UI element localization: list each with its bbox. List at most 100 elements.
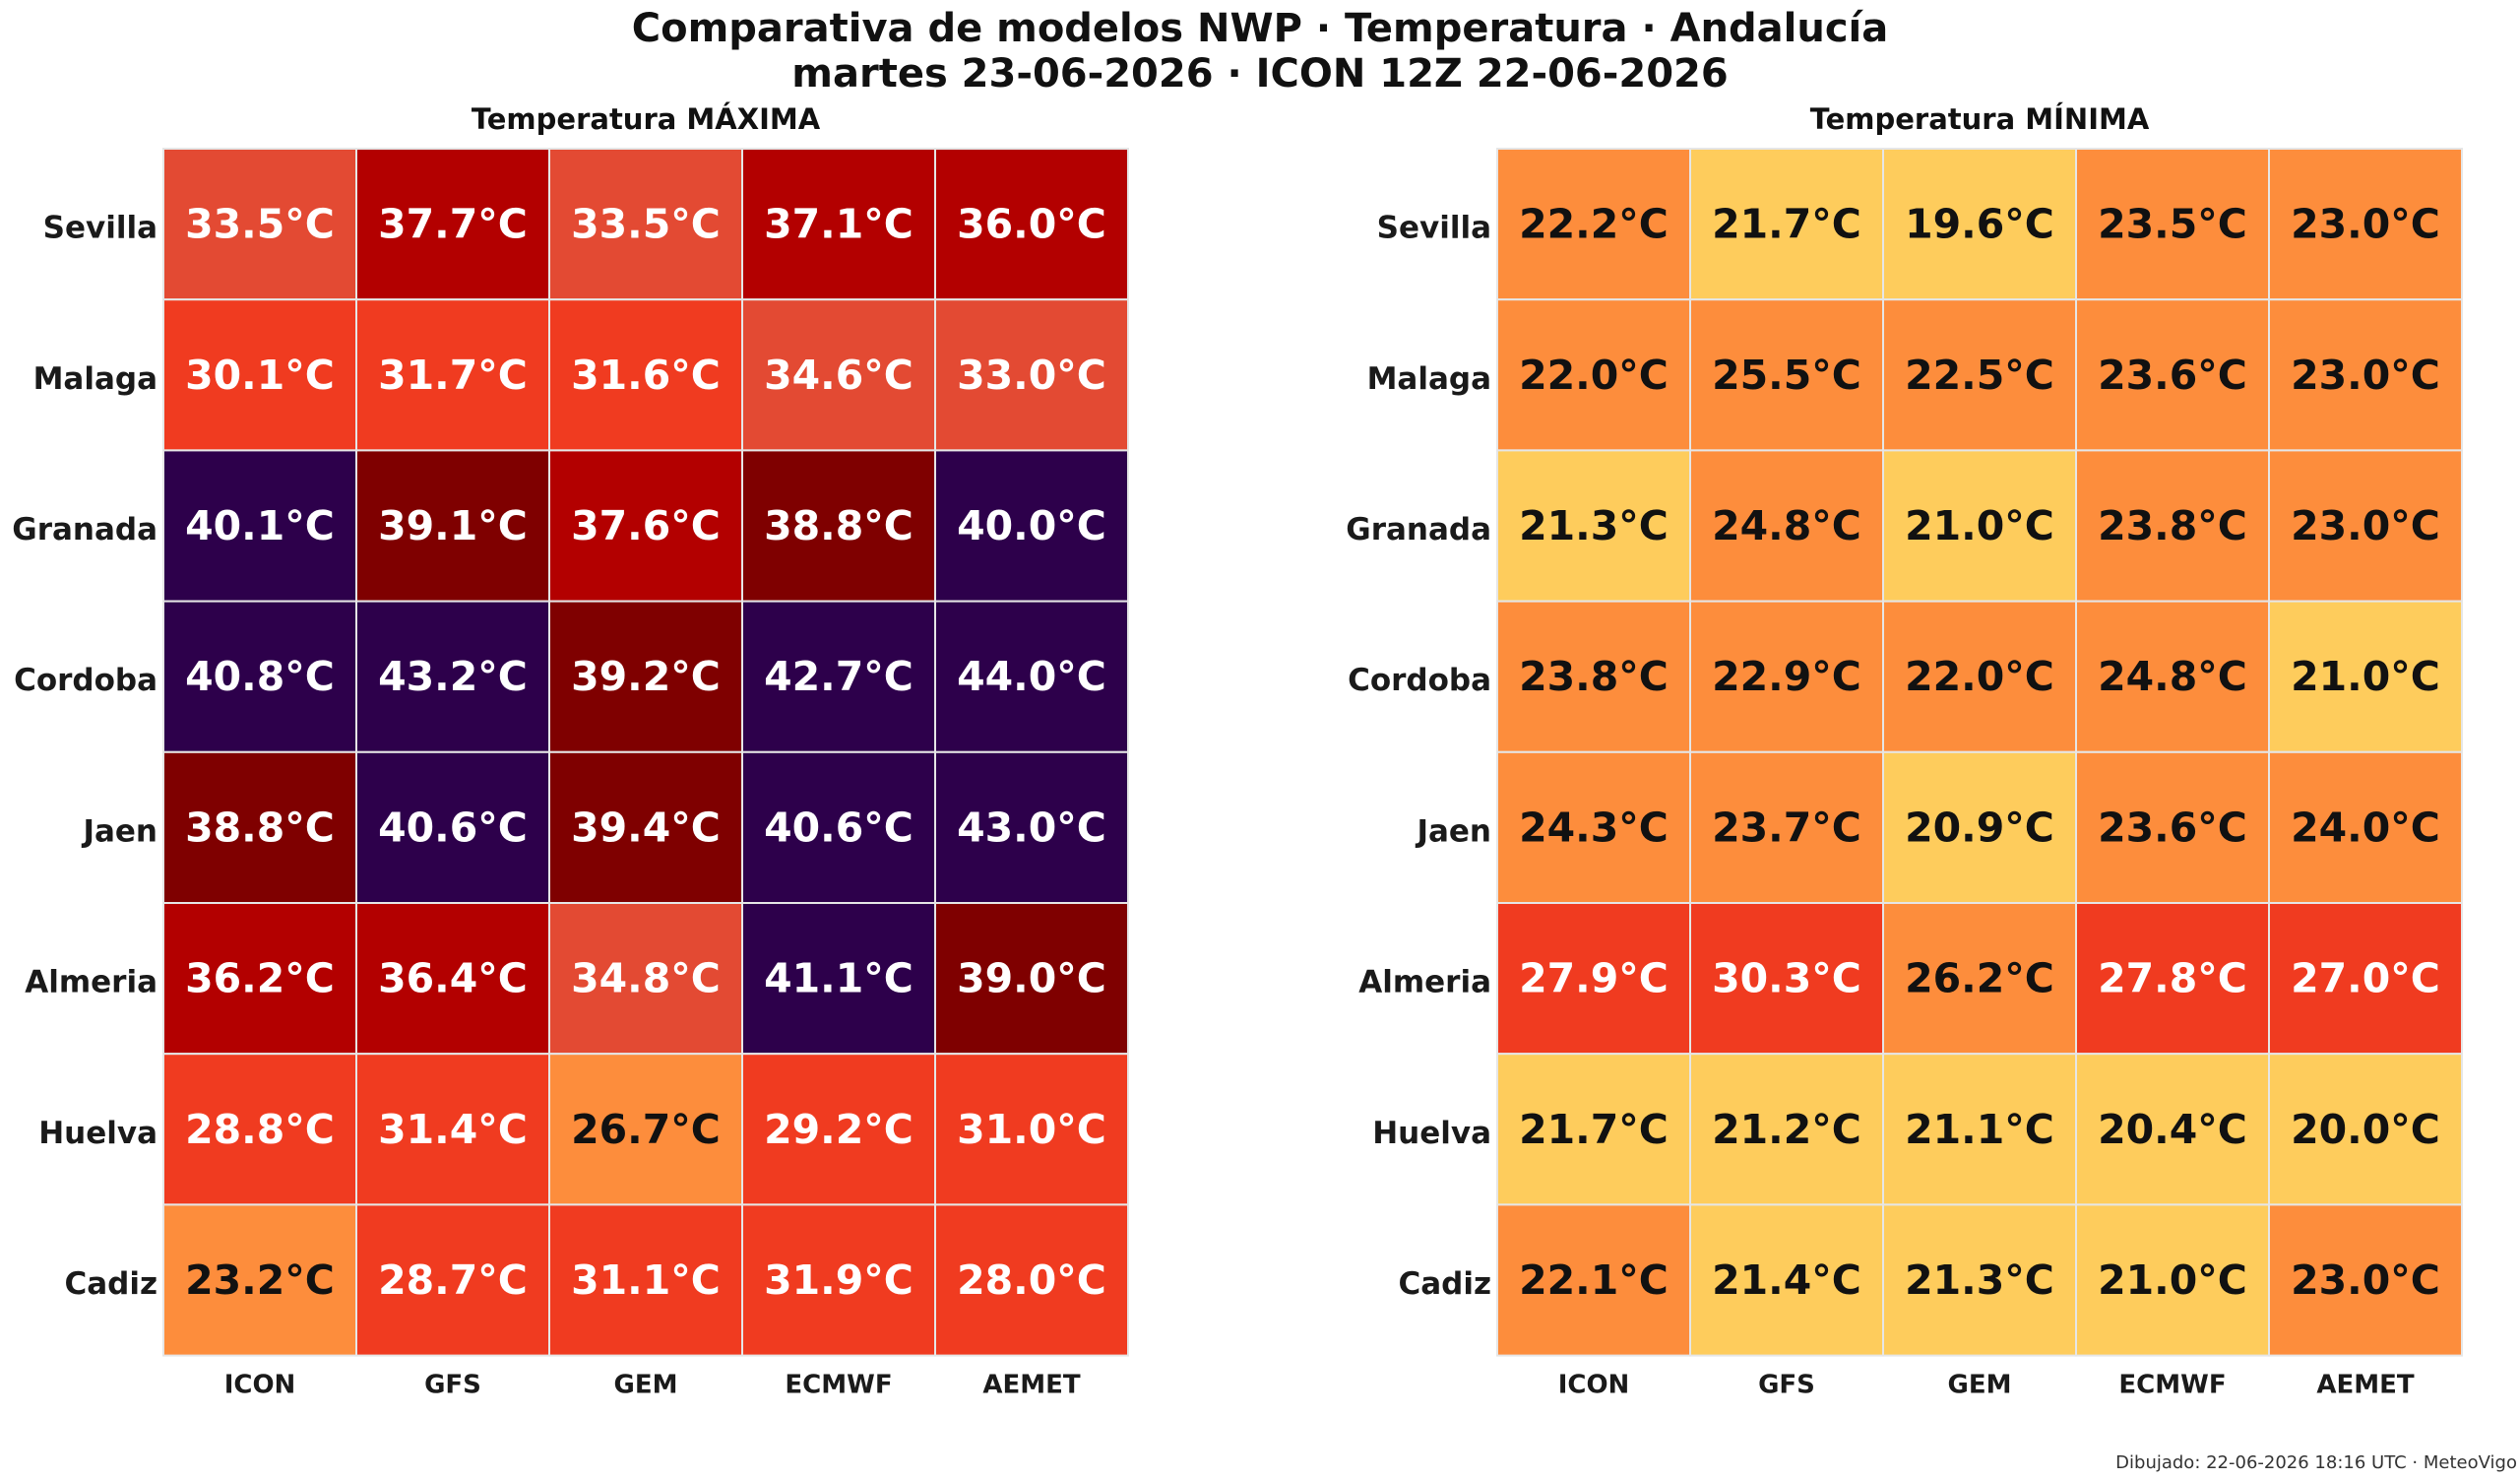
column-label-aemet: AEMET	[2316, 1371, 2415, 1400]
row-label-cadiz: Cadiz	[1398, 1266, 1491, 1302]
cell-value-label: 24.0°C	[2291, 804, 2440, 851]
cell-value-label: 20.4°C	[2098, 1106, 2247, 1153]
heatmap-cell	[548, 1203, 743, 1357]
cell-value-label: 31.7°C	[378, 352, 528, 399]
cell-value-label: 23.0°C	[2291, 201, 2440, 248]
cell-value-label: 31.4°C	[378, 1106, 528, 1153]
row-label-huelva: Huelva	[38, 1116, 158, 1151]
panel-title-min: Temperatura MÍNIMA	[1810, 102, 2150, 136]
cell-value-label: 23.8°C	[1519, 653, 1669, 700]
cell-value-label: 36.4°C	[378, 955, 528, 1002]
cell-value-label: 23.0°C	[2291, 352, 2440, 399]
heatmap-cell	[2268, 449, 2463, 603]
heatmap-cell	[2268, 298, 2463, 452]
cell-value-label: 38.8°C	[185, 804, 335, 851]
heatmap-cell	[2075, 298, 2270, 452]
cell-value-label: 36.0°C	[957, 201, 1106, 248]
cell-value-label: 23.6°C	[2098, 804, 2247, 851]
heatmap-cell	[162, 449, 357, 603]
heatmap-cell	[548, 902, 743, 1056]
chart-subtitle: martes 23-06-2026 · ICON 12Z 22-06-2026	[791, 51, 1729, 97]
heatmap-cell	[355, 449, 550, 603]
heatmap-cell	[355, 902, 550, 1056]
row-label-malaga: Malaga	[1367, 361, 1491, 397]
heatmap-cell	[934, 1053, 1129, 1206]
cell-value-label: 21.3°C	[1905, 1256, 2054, 1304]
heatmap-cell	[548, 750, 743, 904]
heatmap-cell	[548, 449, 743, 603]
cell-value-label: 37.7°C	[378, 201, 528, 248]
column-label-gfs: GFS	[424, 1371, 481, 1400]
heatmap-cell	[1496, 1053, 1691, 1206]
column-label-gfs: GFS	[1758, 1371, 1815, 1400]
cell-value-label: 40.8°C	[185, 653, 335, 700]
heatmap-cell	[1882, 449, 2077, 603]
heatmap-cell	[2075, 1053, 2270, 1206]
row-label-huelva: Huelva	[1372, 1116, 1491, 1151]
heatmap-cell	[2075, 449, 2270, 603]
cell-value-label: 28.0°C	[957, 1256, 1106, 1304]
heatmap-cell	[355, 298, 550, 452]
cell-value-label: 31.9°C	[764, 1256, 914, 1304]
heatmap-cell	[2075, 750, 2270, 904]
cell-value-label: 33.5°C	[571, 201, 721, 248]
row-label-granada: Granada	[1346, 512, 1491, 547]
cell-value-label: 31.1°C	[571, 1256, 721, 1304]
heatmap-cell	[1496, 902, 1691, 1056]
cell-value-label: 29.2°C	[764, 1106, 914, 1153]
row-label-cadiz: Cadiz	[64, 1266, 158, 1302]
cell-value-label: 37.6°C	[571, 502, 721, 549]
heatmap-cell	[934, 600, 1129, 753]
heatmap-cell	[934, 449, 1129, 603]
heatmap-cell	[162, 750, 357, 904]
cell-value-label: 22.5°C	[1905, 352, 2054, 399]
heatmap-cell	[1882, 148, 2077, 301]
heatmap-cell	[2268, 600, 2463, 753]
cell-value-label: 40.1°C	[185, 502, 335, 549]
cell-value-label: 39.2°C	[571, 653, 721, 700]
cell-value-label: 22.1°C	[1519, 1256, 1669, 1304]
heatmap-panel-min: Temperatura MÍNIMA 22.2°C 21.7°C 19.6°C 23.5…	[1346, 102, 2463, 1400]
cell-value-label: 28.7°C	[378, 1256, 528, 1304]
heatmap-cell	[934, 902, 1129, 1056]
cell-value-label: 27.9°C	[1519, 955, 1669, 1002]
panel-title-max: Temperatura MÁXIMA	[472, 102, 821, 136]
cell-value-label: 43.0°C	[957, 804, 1106, 851]
cell-value-label: 21.1°C	[1905, 1106, 2054, 1153]
heatmap-cell	[1882, 750, 2077, 904]
cell-value-label: 39.1°C	[378, 502, 528, 549]
cell-value-label: 33.0°C	[957, 352, 1106, 399]
heatmap-cell	[1689, 449, 1884, 603]
cell-value-label: 24.3°C	[1519, 804, 1669, 851]
cell-value-label: 19.6°C	[1905, 201, 2054, 248]
heatmap-cell	[1689, 600, 1884, 753]
heatmap-cell	[2268, 902, 2463, 1056]
heatmap-cell	[934, 1203, 1129, 1357]
heatmap-cell	[355, 1203, 550, 1357]
row-label-jaen: Jaen	[81, 813, 158, 849]
heatmap-cell	[741, 1053, 936, 1206]
cell-value-label: 41.1°C	[764, 955, 914, 1002]
cell-value-label: 38.8°C	[764, 502, 914, 549]
cell-value-label: 23.8°C	[2098, 502, 2247, 549]
column-label-gem: GEM	[614, 1371, 678, 1400]
heatmap-cell	[548, 298, 743, 452]
cell-value-label: 23.2°C	[185, 1256, 335, 1304]
cell-value-label: 42.7°C	[764, 653, 914, 700]
cell-value-label: 20.0°C	[2291, 1106, 2440, 1153]
heatmap-panel-max: Temperatura MÁXIMA 33.5°C 37.7°C 33.5°C 37.1…	[12, 102, 1129, 1400]
heatmap-cell	[934, 298, 1129, 452]
heatmap-cell	[1689, 1053, 1884, 1206]
cell-value-label: 36.2°C	[185, 955, 335, 1002]
column-label-gem: GEM	[1948, 1371, 2012, 1400]
cell-value-label: 44.0°C	[957, 653, 1106, 700]
cell-value-label: 23.7°C	[1712, 804, 1861, 851]
cell-value-label: 23.0°C	[2291, 1256, 2440, 1304]
cell-value-label: 40.0°C	[957, 502, 1106, 549]
row-label-almeria: Almeria	[25, 965, 158, 1000]
cell-value-label: 23.0°C	[2291, 502, 2440, 549]
heatmap-cell	[2268, 1203, 2463, 1357]
row-label-almeria: Almeria	[1358, 965, 1491, 1000]
heatmap-cell	[162, 1053, 357, 1206]
